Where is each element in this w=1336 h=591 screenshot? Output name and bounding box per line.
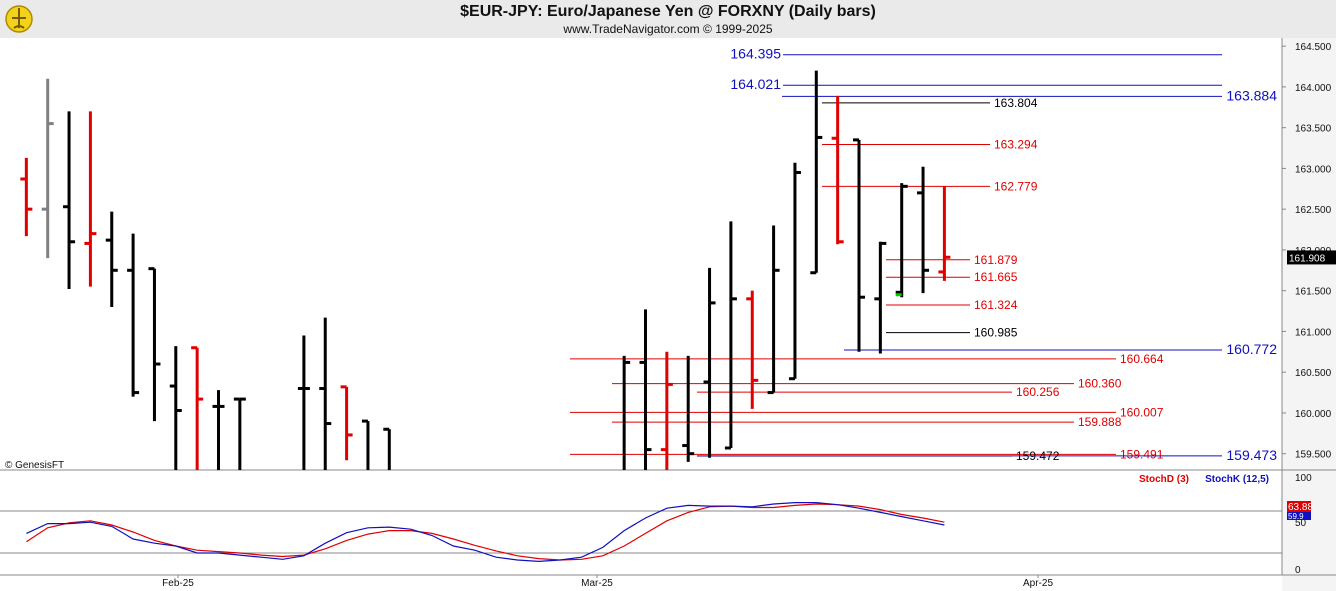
ohlc-bar: [767, 225, 780, 395]
ohlc-bar: [788, 162, 801, 381]
ohlc-bar: [639, 309, 652, 470]
chart-background: [0, 38, 1336, 591]
ohlc-bar: [105, 211, 118, 307]
level-label: 161.665: [974, 270, 1018, 284]
level-label: 160.360: [1078, 377, 1122, 391]
copyright-label: © GenesisFT: [5, 460, 64, 471]
ohlc-bar: [917, 166, 930, 294]
stochD-value: 63.88: [1288, 502, 1313, 513]
price-tick-label: 164.500: [1295, 42, 1332, 53]
ohlc-bar: [191, 346, 204, 470]
chart-title: $EUR-JPY: Euro/Japanese Yen @ FORXNY (Da…: [460, 3, 876, 20]
price-levels: 164.395 164.021 163.884 163.804 163.294 162.7…: [570, 46, 1277, 463]
price-tick-label: 160.000: [1295, 409, 1332, 420]
price-axis: 164.500164.000163.500163.000162.500162.0…: [1282, 42, 1336, 461]
ohlc-bar: [895, 183, 908, 298]
level-label: 164.021: [730, 76, 781, 92]
ohlc-bar: [810, 70, 823, 275]
ohlc-bar: [84, 111, 97, 287]
ohlc-bar: [20, 157, 33, 237]
ohlc-bar: [127, 233, 140, 397]
ohlc-bar: [622, 355, 631, 470]
price-tick-label: 163.000: [1295, 164, 1332, 175]
chart-frame: [0, 38, 1336, 591]
chart-header: $EUR-JPY: Euro/Japanese Yen @ FORXNY (Da…: [0, 0, 1336, 38]
stoch-tick-label: 0: [1295, 565, 1301, 576]
level-label: 160.985: [974, 326, 1018, 340]
stochK-value: 59.9: [1288, 512, 1304, 521]
ohlc-bar: [361, 419, 370, 470]
price-tick-label: 164.000: [1295, 83, 1332, 94]
level-label: 160.007: [1120, 405, 1164, 419]
level-label: 163.294: [994, 137, 1038, 151]
price-tick-label: 163.500: [1295, 124, 1332, 135]
level-label: 163.804: [994, 96, 1038, 110]
level-label: 159.473: [1226, 447, 1277, 463]
ohlc-bar: [746, 290, 759, 409]
ohlc-bar: [682, 355, 695, 462]
ohlc-bar: [233, 397, 246, 470]
axis-background: [1282, 38, 1336, 591]
stochD-value-box: [1287, 501, 1311, 512]
stochK-value-box: [1287, 512, 1311, 520]
ohlc-bars: [20, 70, 951, 470]
ohlc-bar: [874, 241, 887, 354]
date-tick-label: Feb-25: [162, 578, 194, 589]
stoch-line: [26, 502, 945, 563]
price-tick-label: 160.500: [1295, 368, 1332, 379]
ohlc-bar: [63, 111, 76, 290]
ohlc-bar: [340, 385, 353, 461]
ohlc-bar: [319, 317, 332, 470]
level-label: 160.256: [1016, 385, 1060, 399]
ohlc-bar: [148, 267, 161, 422]
stochK-legend: StochK (12,5): [1205, 474, 1269, 485]
stochD-legend: StochD (3): [1139, 474, 1189, 485]
ohlc-bar: [383, 427, 391, 470]
price-tick-label: 162.500: [1295, 205, 1332, 216]
ohlc-bar: [660, 351, 673, 470]
last-price-box: [1287, 250, 1336, 265]
price-tick-label: 161.500: [1295, 287, 1332, 298]
chart-subtitle: www.TradeNavigator.com © 1999-2025: [563, 22, 773, 36]
date-tick-label: Mar-25: [581, 578, 613, 589]
level-label: 162.779: [994, 179, 1038, 193]
price-tick-label: 159.500: [1295, 450, 1332, 461]
ohlc-bar: [938, 186, 951, 281]
level-label: 161.324: [974, 298, 1018, 312]
ohlc-bar: [297, 335, 310, 470]
stoch-tick-label: 100: [1295, 473, 1312, 484]
level-label: 160.772: [1226, 341, 1277, 357]
last-price-label: 161.908: [1289, 253, 1326, 264]
level-label: 161.879: [974, 253, 1018, 267]
ohlc-bar: [169, 346, 182, 470]
ohlc-bar: [831, 95, 844, 245]
level-label: 163.884: [1226, 87, 1277, 103]
date-axis: Feb-25 Mar-25 Apr-25: [162, 575, 1053, 589]
price-tick-label: 161.000: [1295, 327, 1332, 338]
stoch-tick-label: 50: [1295, 518, 1307, 529]
ohlc-bar: [724, 221, 737, 450]
ohlc-bar: [853, 138, 865, 352]
level-label: 159.491: [1120, 447, 1164, 461]
ohlc-bar: [41, 78, 54, 259]
ohlc-bar: [212, 390, 225, 470]
level-label: 160.664: [1120, 352, 1164, 366]
level-label: 159.888: [1078, 415, 1122, 429]
date-tick-label: Apr-25: [1023, 578, 1053, 589]
trade-navigator-logo-icon: [5, 5, 33, 33]
level-label: 164.395: [730, 46, 781, 62]
ohlc-bar: [703, 267, 716, 458]
